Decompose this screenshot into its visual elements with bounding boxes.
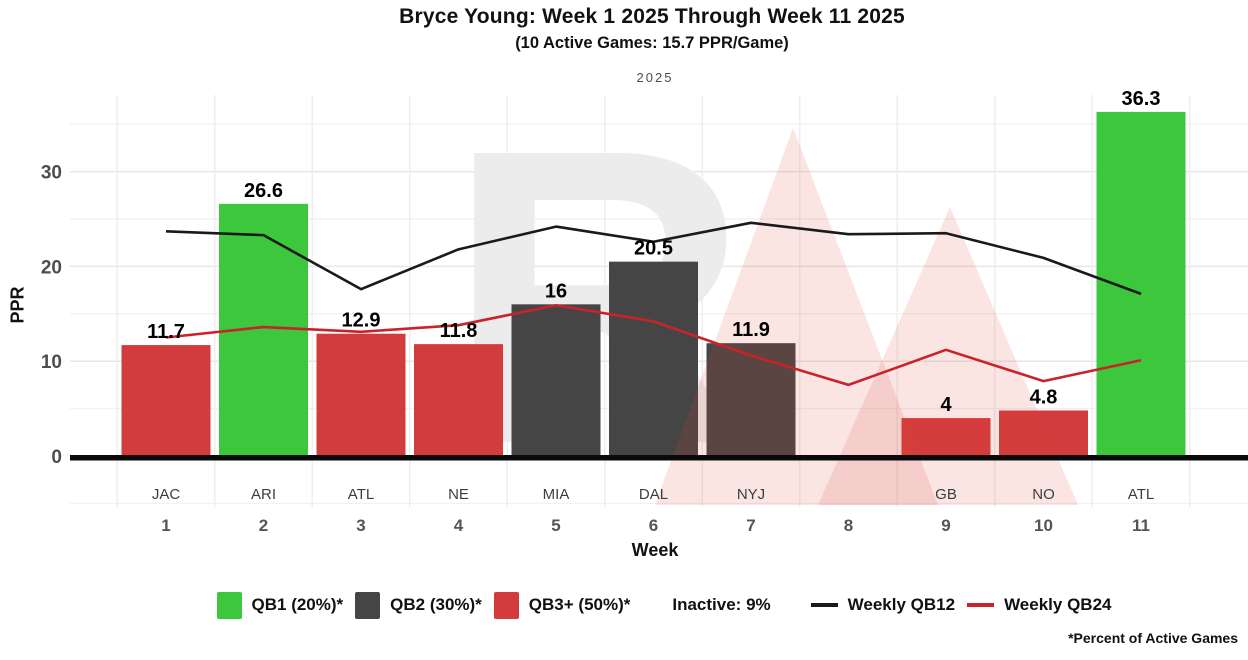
line-series-qb12	[165, 221, 1142, 296]
opponent-label-week-4: NE	[448, 486, 469, 503]
line-series-qb24	[165, 303, 1142, 387]
y-tick-label-20: 20	[41, 257, 62, 278]
opponent-label-week-3: ATL	[348, 486, 374, 503]
bar-label-week-1: 11.7	[147, 321, 185, 343]
week-number-4: 4	[454, 516, 464, 535]
bar-week-6	[609, 261, 698, 457]
legend-label: Weekly QB24	[1004, 595, 1112, 614]
legend-label: Inactive: 9%	[672, 595, 771, 614]
legend-label: Weekly QB12	[847, 595, 956, 614]
bar-label-week-4: 11.8	[440, 320, 478, 342]
bar-week-11	[1096, 111, 1186, 457]
week-number-10: 10	[1034, 516, 1053, 535]
bar-label-week-2: 26.6	[244, 180, 283, 202]
bar-week-5	[511, 304, 601, 457]
week-number-1: 1	[161, 516, 170, 535]
legend-item-qb2-30: QB2 (30%)*	[355, 591, 482, 619]
legend-line-sample	[810, 603, 838, 607]
legend: QB1 (20%)* QB2 (30%)* QB3+ (50%)* Inactive:…	[0, 588, 1248, 622]
legend-swatch	[493, 591, 519, 619]
legend-swatch	[216, 591, 242, 619]
legend-label: QB3+ (50%)*	[528, 595, 631, 614]
opponent-label-week-1: JAC	[152, 486, 181, 503]
y-tick-label-10: 10	[41, 352, 62, 373]
bar-week-7	[706, 343, 796, 457]
legend-footnote: *Percent of Active Games	[1068, 630, 1238, 646]
opponent-label-week-6: DAL	[639, 486, 668, 503]
week-number-5: 5	[551, 516, 560, 535]
chart-title: Bryce Young: Week 1 2025 Through Week 11…	[399, 5, 905, 28]
opponent-label-week-2: ARI	[251, 486, 276, 503]
opponent-label-week-11: ATL	[1128, 486, 1154, 503]
bar-label-week-10: 4.8	[1030, 386, 1058, 408]
opponent-label-week-5: MIA	[543, 486, 570, 503]
bar-label-week-11: 36.3	[1122, 88, 1161, 110]
opponent-label-week-10: NO	[1032, 486, 1055, 503]
week-number-3: 3	[356, 516, 365, 535]
watermark-w-right	[818, 207, 1078, 505]
legend-label: QB2 (30%)*	[390, 595, 482, 614]
week-number-11: 11	[1132, 516, 1150, 535]
bar-week-10	[999, 410, 1088, 457]
opponent-label-week-7: NYJ	[737, 486, 765, 503]
bar-week-3	[316, 333, 406, 457]
legend-swatch	[355, 591, 381, 619]
y-tick-label-30: 30	[41, 163, 62, 184]
legend-item-qb3-50: QB3+ (50%)*	[493, 591, 631, 619]
y-tick-label-0: 0	[51, 447, 62, 468]
x-axis-title: Week	[631, 540, 679, 560]
bar-week-9	[901, 418, 991, 457]
bar-label-week-9: 4	[940, 394, 952, 416]
watermark-w-left	[655, 128, 938, 505]
week-number-7: 7	[746, 516, 755, 535]
bar-label-week-6: 20.5	[634, 238, 673, 260]
bar-label-week-3: 12.9	[342, 310, 381, 332]
week-number-9: 9	[941, 516, 950, 535]
bar-week-1	[121, 345, 211, 457]
legend-item-qb1-20: QB1 (20%)*	[216, 591, 344, 619]
legend-item-weekly-qb24: Weekly QB24	[967, 595, 1111, 615]
bar-label-week-5: 16	[545, 280, 567, 302]
bar-week-4	[414, 344, 503, 457]
opponent-label-week-9: GB	[935, 486, 957, 503]
week-number-2: 2	[259, 516, 268, 535]
legend-item-weekly-qb12: Weekly QB12	[810, 595, 956, 615]
y-axis-title: PPR	[7, 286, 28, 324]
week-number-8: 8	[844, 516, 853, 535]
legend-item-inactive-9: Inactive: 9%	[672, 595, 770, 615]
week-number-6: 6	[649, 516, 658, 535]
bar-label-week-7: 11.9	[732, 319, 770, 341]
legend-line-sample	[967, 603, 995, 607]
legend-label: QB1 (20%)*	[251, 595, 344, 614]
zero-axis-line	[70, 455, 1248, 461]
chart-subtitle: (10 Active Games: 15.7 PPR/Game)	[515, 34, 789, 52]
facet-label: 2025	[636, 70, 674, 85]
